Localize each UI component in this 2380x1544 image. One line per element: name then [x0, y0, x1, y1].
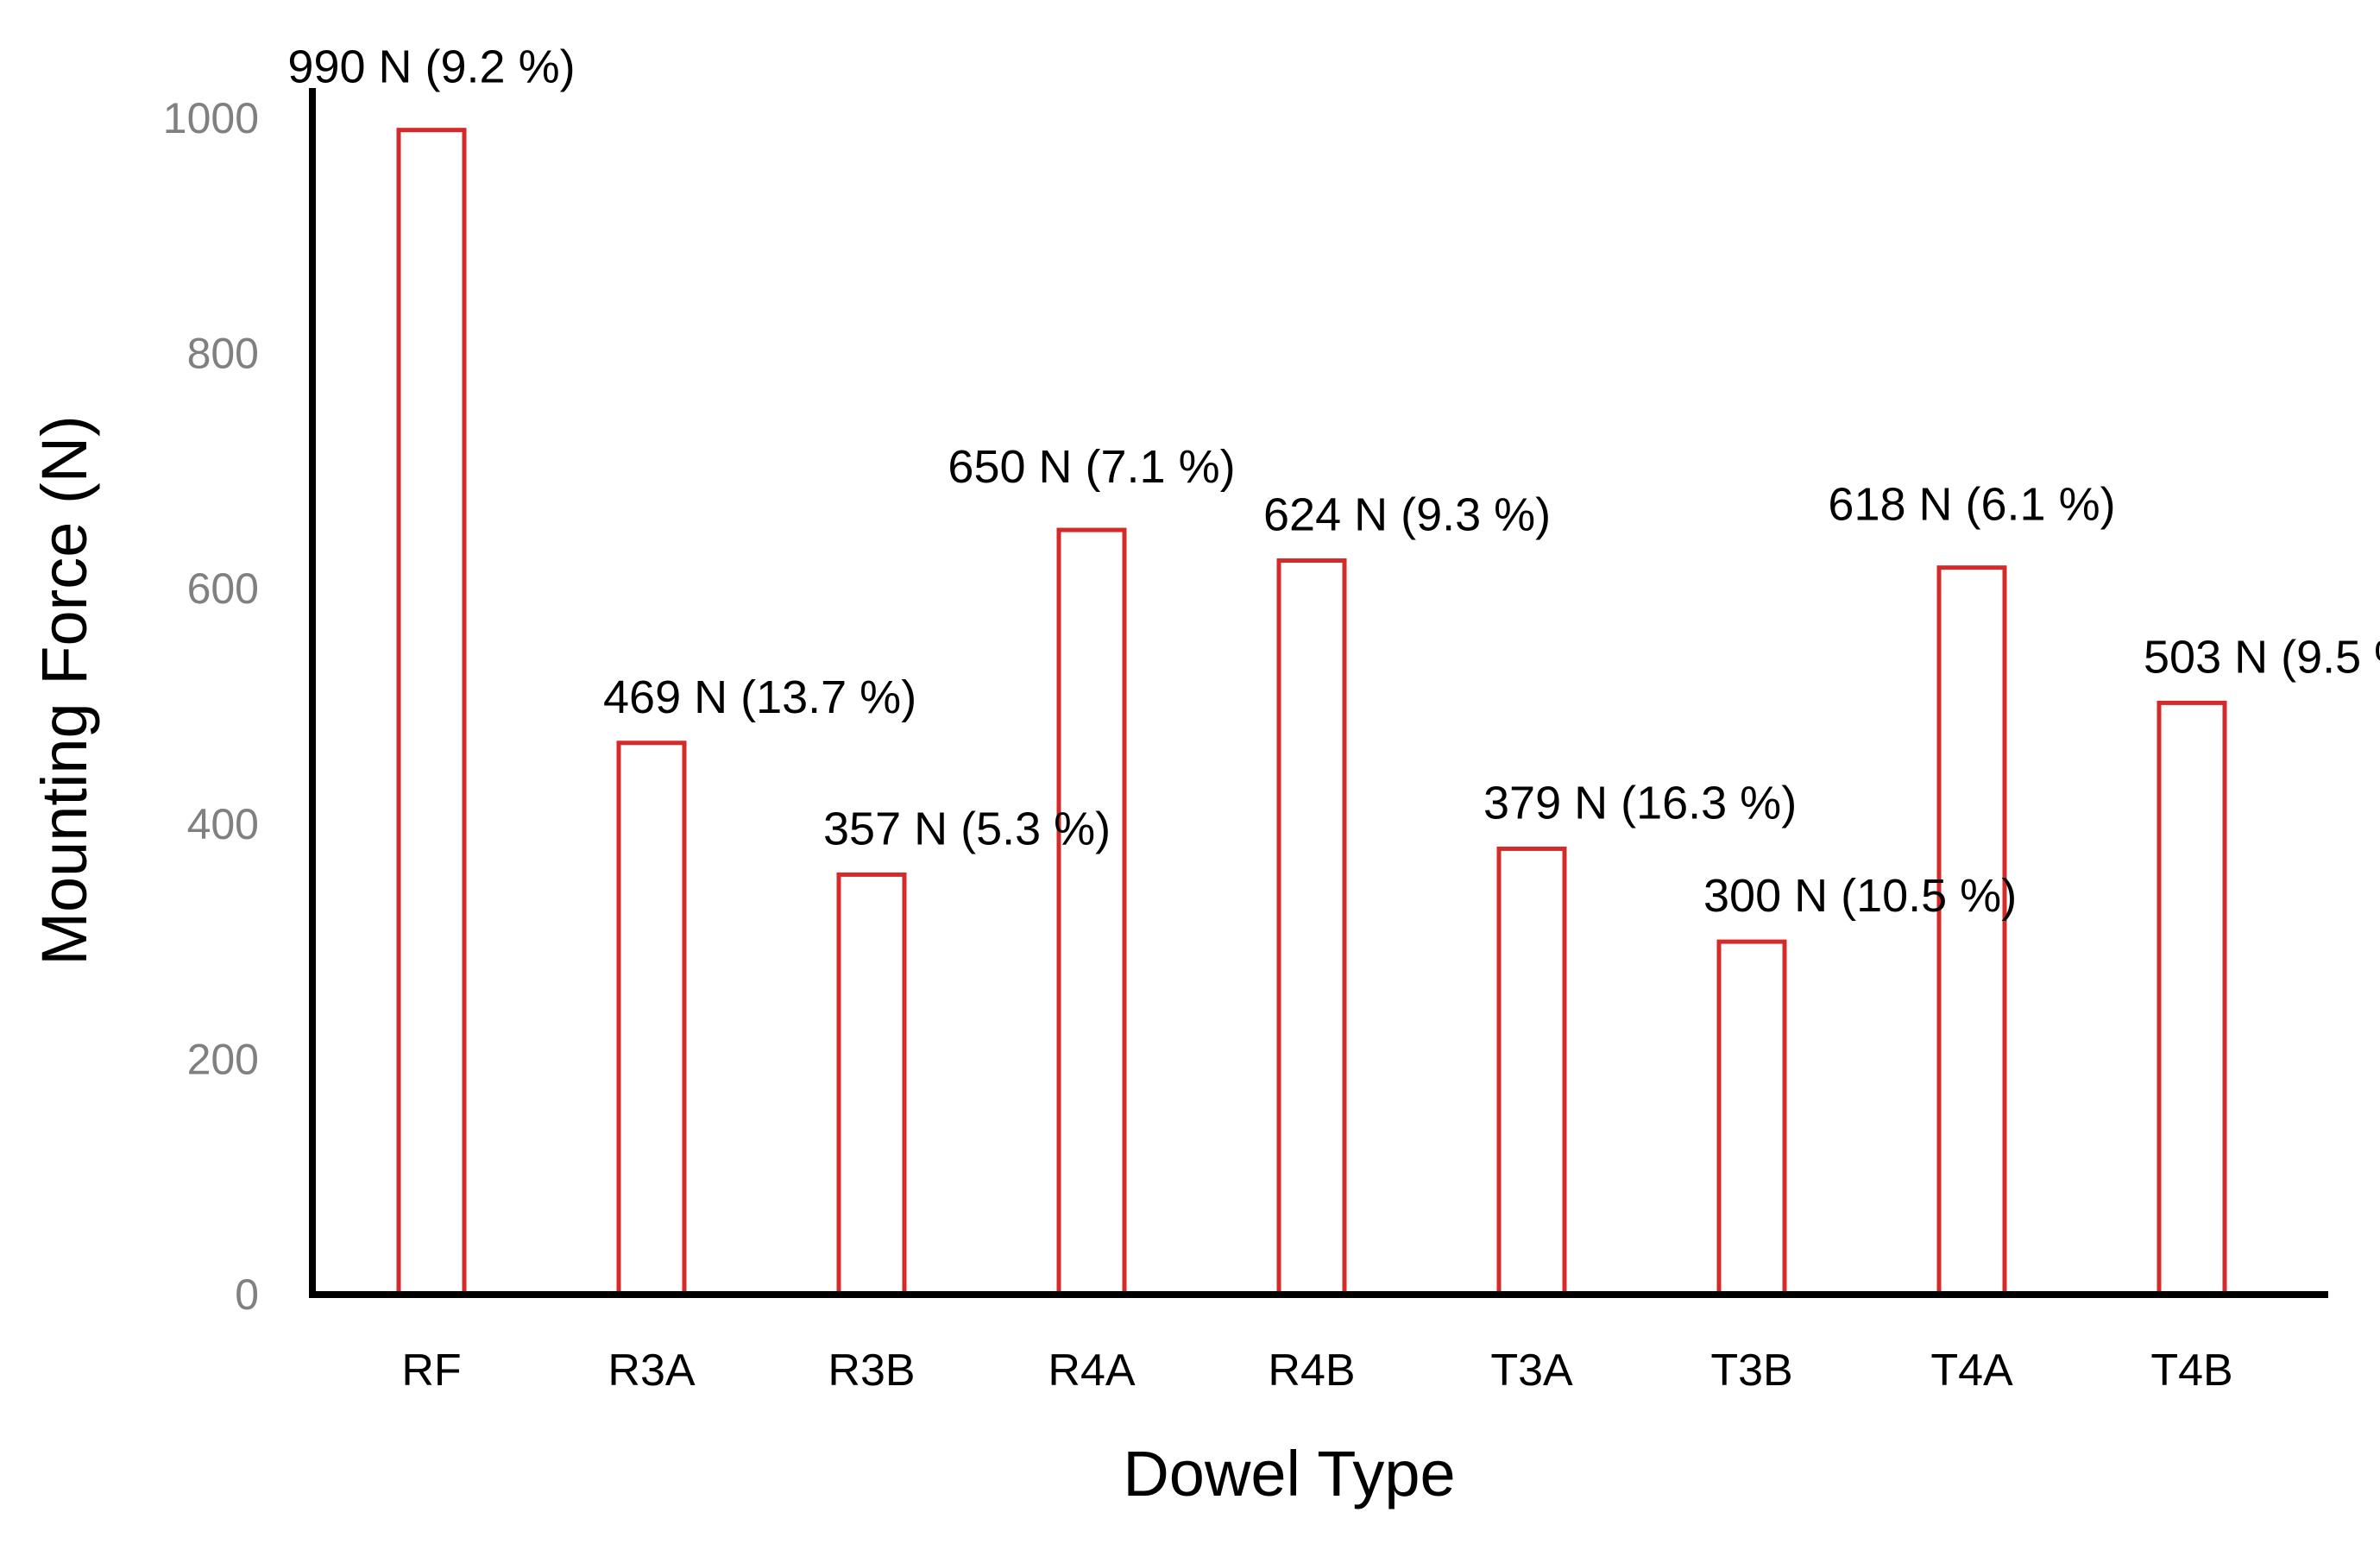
x-tick-label-t3a: T3A [1490, 1345, 1573, 1396]
y-tick-label-200: 200 [187, 1035, 259, 1083]
y-tick-label-400: 400 [187, 800, 259, 848]
x-tick-label-t4a: T4A [1930, 1345, 2013, 1396]
y-tick-label-1000: 1000 [163, 94, 259, 142]
x-tick-label-t4b: T4B [2150, 1345, 2232, 1396]
bar-r4b [1276, 558, 1347, 1297]
x-tick-label-r3a: R3A [608, 1345, 695, 1396]
y-tick-label-0: 0 [235, 1270, 259, 1319]
x-tick-label-r4a: R4A [1048, 1345, 1135, 1396]
data-label-t4b: 503 N (9.5 %) [2144, 631, 2380, 683]
x-tick-label-rf: RF [401, 1345, 461, 1396]
bar-r3b [836, 872, 907, 1297]
data-label-t4a: 618 N (6.1 %) [1828, 479, 2115, 531]
bar-t3a [1496, 846, 1567, 1297]
bar-t3b [1716, 939, 1787, 1297]
data-label-r4b: 624 N (9.3 %) [1263, 488, 1551, 540]
data-label-rf: 990 N (9.2 %) [287, 41, 575, 93]
x-axis-title: Dowel Type [1123, 1438, 1455, 1509]
data-label-r3b: 357 N (5.3 %) [823, 803, 1111, 854]
bars-group [396, 128, 2227, 1297]
data-label-r3a: 469 N (13.7 %) [603, 671, 916, 723]
x-ticks-group: RF R3A R3B R4A R4B T3A T3B T4A T4B [401, 1345, 2232, 1396]
y-axis-title: Mounting Force (N) [28, 415, 100, 965]
y-tick-label-600: 600 [187, 564, 259, 613]
bar-t4b [2156, 700, 2227, 1297]
x-tick-label-t3b: T3B [1710, 1345, 1792, 1396]
data-label-t3a: 379 N (16.3 %) [1483, 777, 1797, 829]
bar-t4a [1936, 565, 2007, 1297]
bar-r3a [616, 740, 687, 1297]
y-tick-label-800: 800 [187, 330, 259, 378]
data-label-r4a: 650 N (7.1 %) [948, 441, 1235, 493]
y-ticks-group: 0 200 400 600 800 1000 [163, 94, 259, 1319]
bar-rf [396, 128, 467, 1297]
bar-r4a [1056, 527, 1127, 1297]
data-labels-group: 990 N (9.2 %) 469 N (13.7 %) 357 N (5.3 %)… [287, 41, 2380, 922]
x-tick-label-r4b: R4B [1268, 1345, 1355, 1396]
data-label-t3b: 300 N (10.5 %) [1703, 870, 2017, 922]
x-tick-label-r3b: R3B [828, 1345, 915, 1396]
